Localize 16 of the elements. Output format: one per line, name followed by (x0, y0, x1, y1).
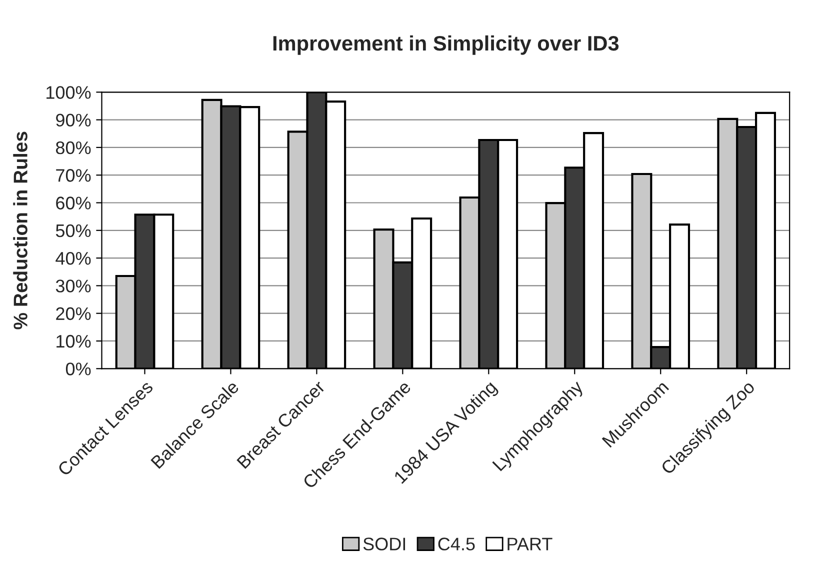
y-tick-label: 70% (56, 169, 91, 182)
legend-label: C4.5 (438, 538, 475, 550)
y-axis-title: % Reduction in Rules (13, 132, 28, 330)
legend-label: PART (508, 538, 552, 550)
y-tick-label: 40% (56, 252, 91, 265)
legend-label: SODI (363, 538, 406, 550)
y-tick-label: 30% (56, 280, 91, 292)
chart-title: Improvement in Simplicity over ID3 (273, 35, 619, 55)
y-tick-label: 100% (46, 86, 91, 99)
y-tick-label: 20% (56, 307, 91, 320)
y-tick-label: 80% (56, 141, 91, 154)
y-tick-label: 90% (56, 114, 91, 127)
y-tick-label: 0% (66, 362, 91, 376)
y-tick-label: 50% (56, 224, 91, 238)
y-tick-label: 10% (56, 334, 91, 348)
y-tick-label: 60% (56, 196, 91, 210)
